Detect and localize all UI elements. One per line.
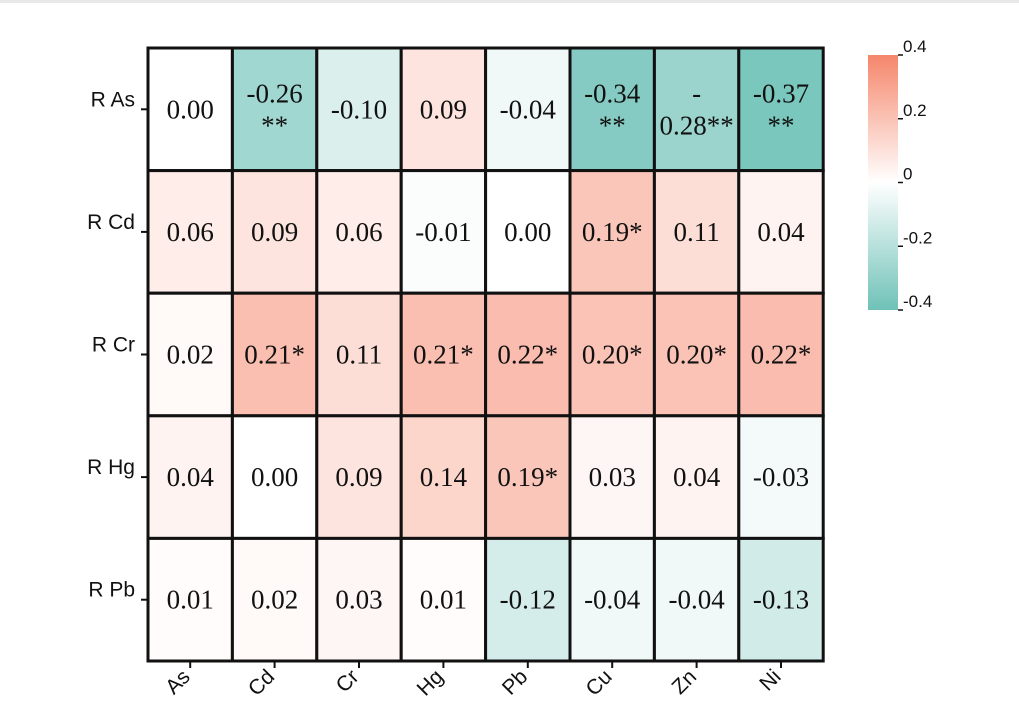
cell-value-label: 0.09 (335, 462, 382, 492)
heatmap-cell (399, 536, 488, 663)
row-label: R Hg (87, 456, 135, 479)
heatmap-cell (652, 414, 741, 540)
cell-value-label: 0.20* (666, 340, 727, 370)
heatmap-cell (652, 46, 741, 173)
cell-value-label: -0.10 (331, 94, 387, 124)
heatmap-cell (568, 291, 656, 418)
cell-value-label: ** (599, 110, 626, 140)
cell-value-label: 0.21* (413, 340, 474, 370)
column-label: Zn (668, 665, 702, 699)
cell-value-label: 0.01 (420, 585, 467, 615)
row-label: R Cr (92, 334, 135, 357)
heatmap-cell (568, 414, 656, 540)
cell-value-label: 0.00 (504, 217, 551, 247)
cell-value-label: -0.34 (584, 78, 641, 108)
cell-value-label: ** (261, 110, 288, 140)
cell-value-label: 0.04 (673, 462, 721, 492)
cell-value-label: 0.06 (335, 217, 382, 247)
heatmap-cell (484, 291, 572, 418)
heatmap-cell (737, 291, 825, 418)
cell-value-label: -0.03 (753, 462, 809, 492)
column-labels: As Cd Cr Hg Pb Cu Zn Ni (161, 661, 786, 701)
colorbar-gradient (868, 55, 898, 310)
heatmap-cell (652, 169, 741, 295)
heatmap-cell (484, 169, 572, 295)
heatmap-cell (737, 414, 825, 540)
row-label: R Pb (88, 579, 135, 602)
cell-value-label: 0.28** (659, 110, 733, 140)
cell-value-label: -0.04 (668, 585, 725, 615)
cell-value-label: 0.09 (251, 217, 298, 247)
cell-value-label: 0.06 (167, 217, 214, 247)
cell-value-label: 0.09 (420, 94, 467, 124)
heatmap-cell (230, 46, 319, 173)
row-label: R As (91, 88, 135, 111)
colorbar: 0.4 0.2 0 -0.2 -0.4 (868, 37, 932, 311)
row-labels: R As R Cd R Cr R Hg R Pb (87, 88, 148, 602)
cell-value-label: 0.22* (497, 340, 558, 370)
column-label: Ni (755, 665, 785, 695)
cell-value-label: -0.04 (584, 585, 641, 615)
colorbar-tick-label: 0.4 (903, 37, 927, 56)
cell-value-label: -0.01 (415, 217, 471, 247)
colorbar-tick-label: -0.2 (903, 228, 932, 247)
column-label: Cr (332, 665, 364, 697)
colorbar-tick-label: 0 (903, 165, 912, 184)
cell-value-label: 0.22* (751, 340, 812, 370)
column-label: Pb (498, 665, 532, 699)
cell-value-label: 0.03 (335, 585, 382, 615)
cell-value-label: 0.02 (251, 585, 298, 615)
column-label: Cd (244, 665, 279, 700)
cell-value-label: -0.04 (500, 94, 557, 124)
heatmap-cell (568, 536, 656, 663)
cell-value-label: -0.26 (246, 78, 302, 108)
column-label: Hg (413, 665, 448, 700)
cell-value-label: 0.03 (589, 462, 636, 492)
cell-value-label: 0.21* (244, 340, 305, 370)
heatmap-cell (315, 46, 403, 173)
cell-value-label: 0.14 (420, 462, 468, 492)
cell-value-label: -0.37 (753, 78, 809, 108)
heatmap-cell (652, 536, 741, 663)
column-label: As (161, 665, 195, 699)
heatmap-cells: 0.00-0.26**-0.10 0.09 -0.04-0.34**-0.28**-… (146, 46, 825, 663)
heatmap-cell (146, 291, 234, 418)
top-divider (0, 0, 1019, 3)
cell-value-label: 0.01 (167, 585, 214, 615)
row-label: R Cd (87, 211, 135, 234)
cell-value-label: 0.20* (582, 340, 643, 370)
cell-value-label: 0.19* (582, 217, 643, 247)
cell-value-label: 0.11 (336, 340, 382, 370)
heatmap-cell (315, 414, 403, 540)
heatmap-cell (737, 46, 825, 173)
cell-value-label: 0.00 (251, 462, 298, 492)
heatmap-cell (399, 414, 488, 540)
heatmap-cell (568, 46, 656, 173)
cell-value-label: - (692, 78, 701, 108)
cell-value-label: ** (768, 110, 795, 140)
cell-value-label: -0.12 (500, 585, 556, 615)
cell-value-label: 0.19* (497, 462, 558, 492)
cell-value-label: 0.04 (757, 217, 805, 247)
cell-value-label: -0.13 (753, 585, 809, 615)
heatmap-cell (652, 291, 741, 418)
heatmap-cell (737, 536, 825, 663)
column-label: Cu (581, 665, 616, 700)
colorbar-tick-label: -0.4 (903, 292, 932, 311)
heatmap-cell (146, 536, 234, 663)
cell-value-label: 0.02 (167, 340, 214, 370)
cell-value-label: 0.11 (673, 217, 719, 247)
cell-value-label: 0.04 (167, 462, 215, 492)
cell-value-label: 0.00 (167, 94, 214, 124)
heatmap-cell (315, 291, 403, 418)
colorbar-tick-label: 0.2 (903, 101, 927, 120)
